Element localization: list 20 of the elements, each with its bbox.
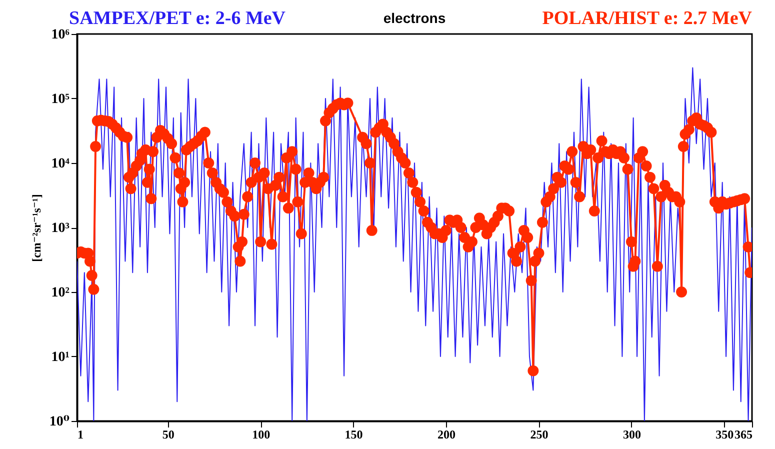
x-tick-label: 50 <box>162 428 174 442</box>
x-tick-label: 250 <box>530 428 548 442</box>
y-tick-label: 10⁰ <box>49 414 70 430</box>
x-tick-label: 1 <box>78 428 84 442</box>
y-tick-label: 10⁴ <box>51 156 70 172</box>
x-tick-label: 150 <box>344 428 363 442</box>
x-tick-label: 350 <box>716 428 734 442</box>
text: SAMPEX/PET e: 2-6 MeV <box>69 8 286 29</box>
chart-title: electrons <box>383 10 446 26</box>
text: POLAR/HIST e: 2.7 MeV <box>542 8 752 29</box>
y-tick-label: 10² <box>51 286 70 300</box>
y-axis-title: [cm⁻²sr⁻¹s⁻¹] <box>29 194 44 262</box>
y-tick-label: 10⁶ <box>51 28 70 42</box>
x-tick-label: 100 <box>252 428 270 442</box>
y-tick-label: 10⁵ <box>51 92 70 107</box>
y-tick-label: 10³ <box>51 221 70 236</box>
x-tick-label: 200 <box>438 428 456 442</box>
x-tick-label: 365 <box>734 428 752 442</box>
y-tick-label: 10¹ <box>51 350 70 365</box>
x-tick-label: 300 <box>622 428 641 442</box>
